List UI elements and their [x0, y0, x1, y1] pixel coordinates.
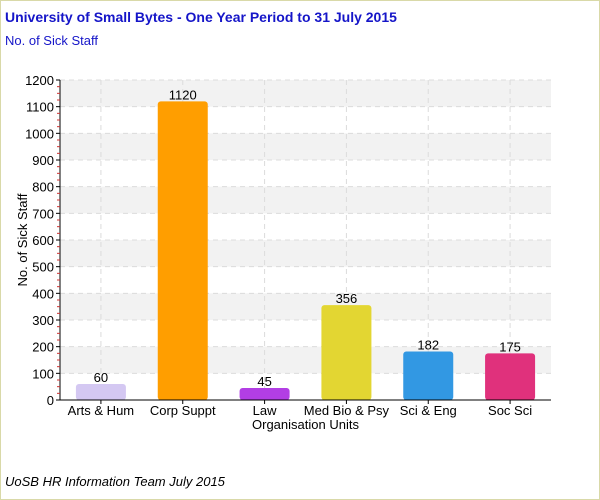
y-tick-label: 300 [32, 313, 54, 328]
data-label: 182 [417, 337, 439, 352]
y-tick-label: 0 [47, 393, 54, 408]
data-label: 1120 [169, 87, 197, 102]
y-axis-title: No. of Sick Staff [15, 193, 30, 286]
x-axis-title: Organisation Units [252, 417, 359, 432]
plot-band [60, 347, 551, 374]
y-tick-label: 700 [32, 206, 54, 221]
bar [240, 388, 290, 400]
y-tick-label: 500 [32, 260, 54, 275]
x-tick-label: Sci & Eng [400, 403, 457, 418]
y-tick-label: 200 [32, 340, 54, 355]
chart-footer-credit: UoSB HR Information Team July 2015 [5, 474, 225, 489]
bar [76, 384, 126, 400]
plot-band [60, 240, 551, 267]
y-tick-label: 1000 [25, 126, 54, 141]
y-tick-label: 1100 [26, 100, 54, 115]
data-label: 175 [499, 339, 521, 354]
x-tick-label: Med Bio & Psy [304, 403, 390, 418]
data-label: 60 [94, 370, 108, 385]
data-label: 45 [257, 374, 271, 389]
y-tick-label: 900 [32, 153, 54, 168]
plot-background-bands [60, 80, 551, 373]
y-axis-ticks: 0 100 200 300 400 500 600 700 800 900 1000 1100 1200 [25, 73, 60, 408]
x-tick-label: Law [253, 403, 277, 418]
data-label: 356 [336, 291, 358, 306]
bar [403, 351, 453, 400]
y-tick-label: 100 [32, 366, 54, 381]
plot-band [60, 187, 551, 214]
plot-band [60, 80, 551, 107]
y-tick-label: 1200 [25, 73, 54, 88]
bar [321, 305, 371, 400]
bar [158, 101, 208, 400]
x-axis-ticks: Arts & Hum Corp Suppt Law Med Bio & Psy Sci … [68, 400, 533, 418]
plot-band [60, 293, 551, 320]
bar [485, 353, 535, 400]
y-tick-label: 800 [32, 180, 54, 195]
plot-band [60, 133, 551, 160]
y-tick-label: 600 [32, 233, 54, 248]
y-tick-label: 400 [32, 286, 54, 301]
x-tick-label: Corp Suppt [150, 403, 216, 418]
x-tick-label: Soc Sci [488, 403, 532, 418]
x-tick-label: Arts & Hum [68, 403, 134, 418]
bar-chart: 60 1120 45 356 182 175 0 100 200 300 400 500 600 700… [0, 0, 600, 500]
